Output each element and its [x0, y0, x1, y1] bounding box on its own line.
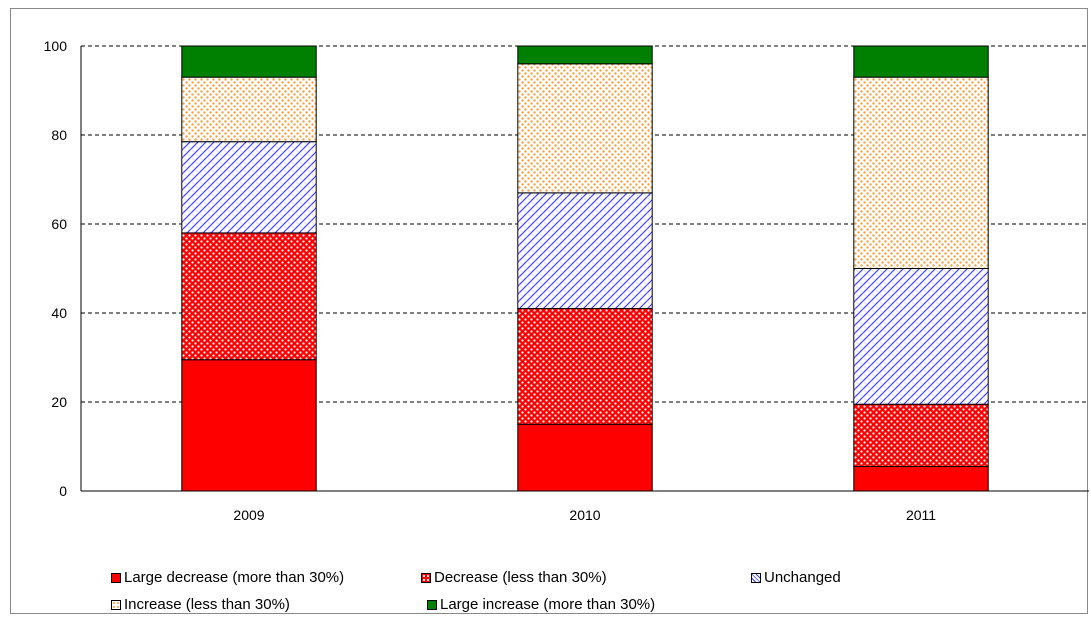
legend-label: Increase (less than 30%): [124, 596, 290, 613]
legend-swatch: [751, 572, 761, 583]
bar-segment-2009-s4: [181, 45, 317, 78]
bar-segment-2010-s4: [517, 45, 653, 65]
bar-segment-2011-s3: [853, 76, 989, 270]
bar-segment-2009-s2: [181, 141, 317, 234]
bar-segment-2011-s4: [853, 45, 989, 78]
y-tick-label: 40: [51, 305, 67, 321]
legend-swatch: [111, 599, 121, 610]
legend-item: Decrease (less than 30%): [421, 569, 607, 586]
bar-segment-2009-s3: [181, 76, 317, 143]
legend-label: Large increase (more than 30%): [440, 596, 656, 613]
x-tick-label: 2010: [569, 507, 600, 523]
legend-swatch: [421, 572, 431, 583]
legend-item: Large decrease (more than 30%): [111, 569, 344, 586]
y-tick-label: 20: [51, 394, 67, 410]
legend-label: Decrease (less than 30%): [434, 569, 607, 586]
y-tick-label: 100: [44, 38, 68, 54]
stacked-bar-chart: 0 20 40 60 80 100 2009 2010 2011: [44, 38, 1089, 523]
bar-segment-2011-s2: [853, 268, 989, 405]
legend-item: Increase (less than 30%): [111, 596, 290, 613]
legend-swatch: [111, 572, 121, 583]
legend-label: Large decrease (more than 30%): [124, 569, 345, 586]
bar-segment-2010-s0: [517, 423, 653, 492]
bar-segment-2011-s1: [853, 403, 989, 468]
bar-segment-2009-s1: [181, 232, 317, 361]
bar-segment-2010-s1: [517, 308, 653, 425]
legend-swatch: [427, 599, 437, 610]
chart-frame: 0 20 40 60 80 100 2009 2010 2011 Large decrease …: [10, 8, 1089, 614]
legend-item: Unchanged: [751, 569, 841, 586]
x-tick-label: 2011: [906, 507, 936, 523]
x-tick-label: 2009: [233, 507, 264, 523]
y-tick-label: 80: [51, 127, 67, 143]
bar-segment-2009-s0: [181, 359, 317, 492]
bar-segment-2011-s0: [853, 466, 989, 492]
y-tick-label: 0: [59, 483, 67, 499]
legend-item: Large increase (more than 30%): [427, 596, 655, 613]
bar-segment-2010-s2: [517, 192, 653, 310]
legend-label: Unchanged: [764, 569, 841, 586]
bar-segment-2010-s3: [517, 63, 653, 194]
y-tick-label: 60: [51, 216, 67, 232]
